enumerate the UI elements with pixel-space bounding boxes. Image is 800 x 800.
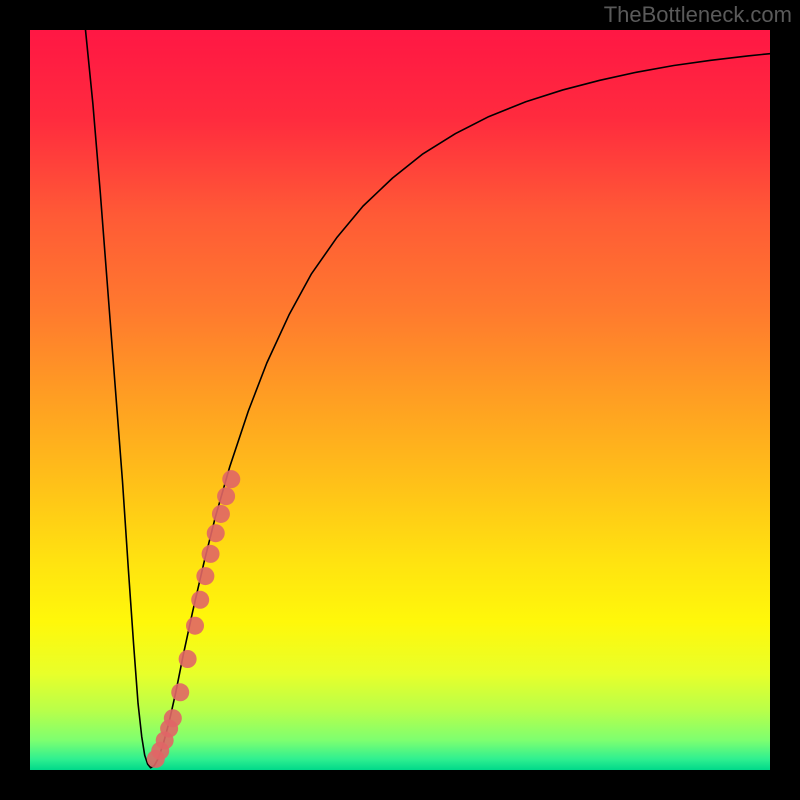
data-marker	[191, 591, 209, 609]
data-marker	[207, 524, 225, 542]
data-marker	[171, 683, 189, 701]
data-marker	[164, 709, 182, 727]
data-marker	[186, 617, 204, 635]
data-marker	[217, 487, 235, 505]
data-marker	[212, 505, 230, 523]
chart-container: TheBottleneck.com	[0, 0, 800, 800]
data-marker	[202, 545, 220, 563]
plot-area	[30, 30, 770, 770]
bottleneck-chart	[0, 0, 800, 800]
data-marker	[179, 650, 197, 668]
data-marker	[222, 470, 240, 488]
data-marker	[196, 567, 214, 585]
